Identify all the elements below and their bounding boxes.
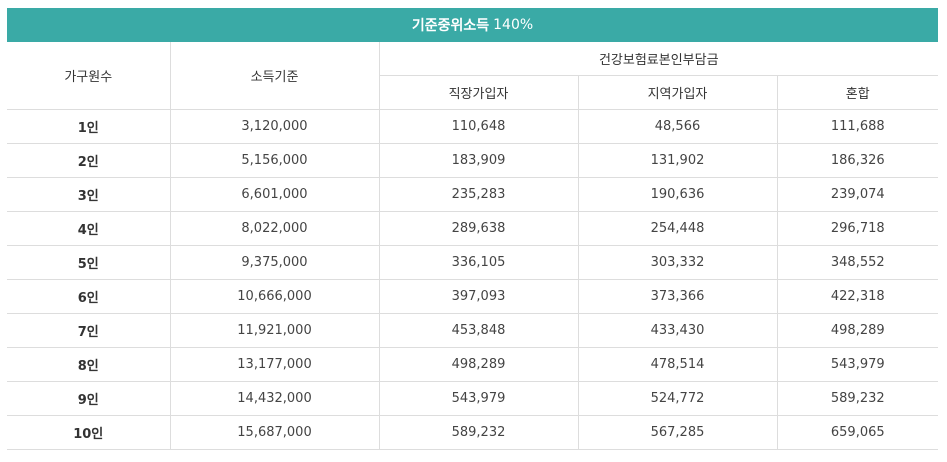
regional-cell: 190,636 — [578, 177, 778, 212]
mixed-cell: 239,074 — [777, 177, 939, 212]
table-row: 1인 3,120,000 110,648 48,566 111,688 — [7, 109, 939, 144]
header-households: 가구원수 — [7, 42, 171, 110]
table-row: 4인 8,022,000 289,638 254,448 296,718 — [7, 211, 939, 246]
title-main: 기준중위소득 — [411, 18, 490, 34]
income-cell: 10,666,000 — [170, 279, 380, 314]
table-row: 9인 14,432,000 543,979 524,772 589,232 — [7, 381, 939, 416]
income-cell: 8,022,000 — [170, 211, 380, 246]
regional-cell: 131,902 — [578, 143, 778, 178]
income-cell: 15,687,000 — [170, 415, 380, 450]
header-mixed: 혼합 — [777, 75, 939, 110]
employee-cell: 336,105 — [379, 245, 579, 280]
mixed-cell: 422,318 — [777, 279, 939, 314]
income-cell: 13,177,000 — [170, 347, 380, 382]
regional-cell: 524,772 — [578, 381, 778, 416]
regional-cell: 478,514 — [578, 347, 778, 382]
table-row: 7인 11,921,000 453,848 433,430 498,289 — [7, 313, 939, 348]
income-cell: 3,120,000 — [170, 109, 380, 144]
table-row: 3인 6,601,000 235,283 190,636 239,074 — [7, 177, 939, 212]
table-body: 1인 3,120,000 110,648 48,566 111,688 2인 5,156,0… — [7, 109, 939, 450]
table-row: 6인 10,666,000 397,093 373,366 422,318 — [7, 279, 939, 314]
table-row: 5인 9,375,000 336,105 303,332 348,552 — [7, 245, 939, 280]
household-cell: 8인 — [7, 347, 171, 382]
household-cell: 3인 — [7, 177, 171, 212]
mixed-cell: 111,688 — [777, 109, 939, 144]
household-cell: 2인 — [7, 143, 171, 178]
employee-cell: 589,232 — [379, 415, 579, 450]
household-cell: 6인 — [7, 279, 171, 314]
household-cell: 7인 — [7, 313, 171, 348]
household-cell: 9인 — [7, 381, 171, 416]
income-cell: 11,921,000 — [170, 313, 380, 348]
header-income: 소득기준 — [170, 42, 380, 110]
mixed-cell: 498,289 — [777, 313, 939, 348]
regional-cell: 373,366 — [578, 279, 778, 314]
header-insurance-group: 건강보험료본인부담금 — [379, 42, 939, 76]
income-table: 가구원수 소득기준 건강보험료본인부담금 직장가입자 지역가입자 혼합 1인 3,… — [7, 42, 939, 450]
title-percent: 140% — [493, 17, 534, 33]
table-row: 2인 5,156,000 183,909 131,902 186,326 — [7, 143, 939, 178]
income-cell: 6,601,000 — [170, 177, 380, 212]
household-cell: 1인 — [7, 109, 171, 144]
income-cell: 5,156,000 — [170, 143, 380, 178]
employee-cell: 235,283 — [379, 177, 579, 212]
table-title: 기준중위소득 140% — [7, 8, 938, 42]
regional-cell: 254,448 — [578, 211, 778, 246]
employee-cell: 498,289 — [379, 347, 579, 382]
header-employee: 직장가입자 — [379, 75, 579, 110]
income-cell: 14,432,000 — [170, 381, 380, 416]
household-cell: 4인 — [7, 211, 171, 246]
mixed-cell: 543,979 — [777, 347, 939, 382]
header-regional: 지역가입자 — [578, 75, 778, 110]
regional-cell: 303,332 — [578, 245, 778, 280]
regional-cell: 567,285 — [578, 415, 778, 450]
mixed-cell: 589,232 — [777, 381, 939, 416]
employee-cell: 543,979 — [379, 381, 579, 416]
mixed-cell: 296,718 — [777, 211, 939, 246]
mixed-cell: 348,552 — [777, 245, 939, 280]
table-row: 10인 15,687,000 589,232 567,285 659,065 — [7, 415, 939, 450]
employee-cell: 453,848 — [379, 313, 579, 348]
employee-cell: 397,093 — [379, 279, 579, 314]
employee-cell: 289,638 — [379, 211, 579, 246]
mixed-cell: 186,326 — [777, 143, 939, 178]
income-table-panel: 기준중위소득 140% 가구원수 소득기준 건강보험료본인부담금 직장가입자 지… — [7, 8, 939, 450]
household-cell: 10인 — [7, 415, 171, 450]
income-cell: 9,375,000 — [170, 245, 380, 280]
employee-cell: 110,648 — [379, 109, 579, 144]
regional-cell: 48,566 — [578, 109, 778, 144]
mixed-cell: 659,065 — [777, 415, 939, 450]
household-cell: 5인 — [7, 245, 171, 280]
table-row: 8인 13,177,000 498,289 478,514 543,979 — [7, 347, 939, 382]
employee-cell: 183,909 — [379, 143, 579, 178]
regional-cell: 433,430 — [578, 313, 778, 348]
